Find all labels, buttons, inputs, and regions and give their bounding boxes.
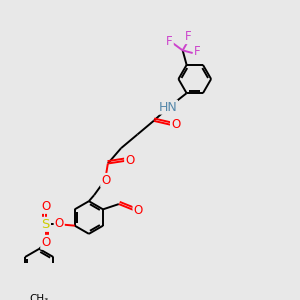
Text: S: S — [42, 218, 50, 231]
Text: O: O — [41, 236, 50, 249]
Text: F: F — [194, 46, 201, 59]
Text: O: O — [134, 204, 143, 217]
Text: F: F — [166, 35, 173, 48]
Text: F: F — [185, 30, 192, 43]
Text: O: O — [125, 154, 134, 167]
Text: O: O — [171, 118, 180, 131]
Text: O: O — [41, 200, 50, 213]
Text: O: O — [101, 174, 110, 187]
Text: O: O — [55, 217, 64, 230]
Text: HN: HN — [158, 100, 177, 114]
Text: CH₃: CH₃ — [30, 294, 49, 300]
